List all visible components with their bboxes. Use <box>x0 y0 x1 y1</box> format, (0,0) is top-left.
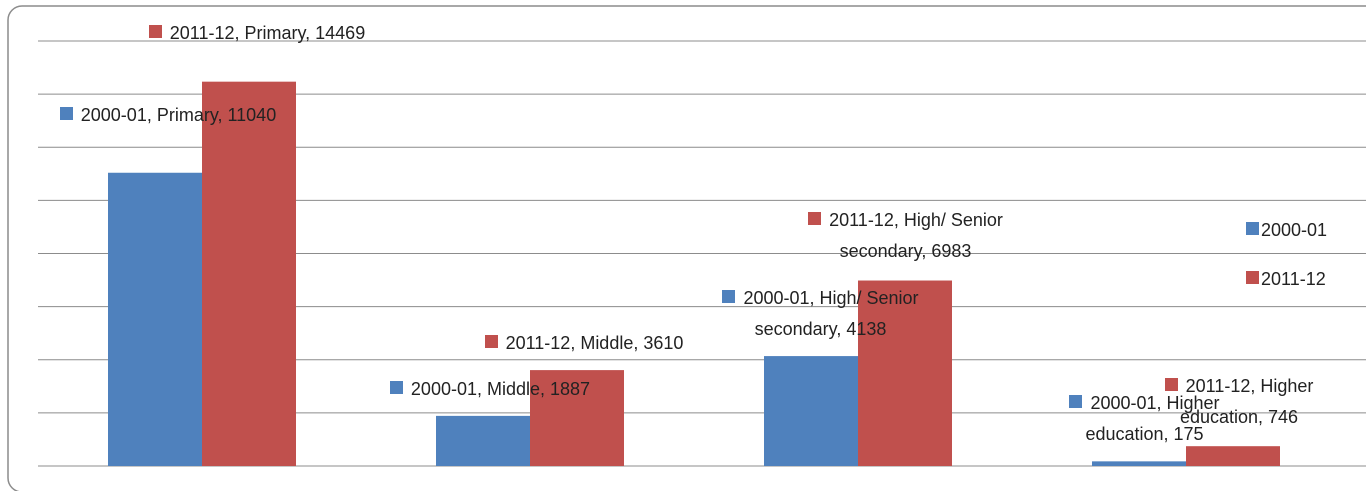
data-label: 2000-01, High/ Senior secondary, 4138 <box>683 283 958 345</box>
data-label-text: 2000-01, High/ Senior secondary, 4138 <box>743 288 919 339</box>
data-label-text: 2011-12, Primary, 14469 <box>169 23 366 43</box>
bar <box>1186 446 1280 466</box>
bar <box>764 356 858 466</box>
data-label-text: 2011-12, Middle, 3610 <box>505 333 684 353</box>
bar <box>108 172 202 466</box>
chart-border <box>7 5 1366 491</box>
data-label: 2000-01, Middle, 1887 <box>350 374 630 405</box>
data-label: 2000-01, Primary, 11040 <box>48 100 288 131</box>
label-marker <box>722 290 736 303</box>
data-label: 2000-01, Higher education, 175 <box>1042 388 1247 450</box>
data-label-text: 2011-12, Higher education, 746 <box>1179 376 1314 427</box>
legend-label: 2000-01 <box>1261 220 1328 240</box>
legend-marker <box>1246 222 1259 235</box>
data-label-text: 2000-01, Primary, 11040 <box>80 105 277 125</box>
bar <box>530 370 624 466</box>
data-label: 2011-12, Higher education, 746 <box>1136 371 1342 433</box>
data-label-text: 2011-12, High/ Senior secondary, 6983 <box>829 210 1003 261</box>
label-marker <box>808 212 822 225</box>
data-label: 2011-12, Primary, 14469 <box>142 18 372 49</box>
legend-label: 2011-12 <box>1261 269 1326 289</box>
label-marker <box>484 335 498 348</box>
label-marker <box>148 25 162 38</box>
label-marker <box>1164 378 1178 391</box>
label-marker <box>1069 395 1083 408</box>
data-label: 2011-12, Middle, 3610 <box>444 328 724 359</box>
data-label-text: 2000-01, Higher education, 175 <box>1085 393 1220 444</box>
legend-entry: 2011-12 <box>1246 269 1326 290</box>
bar <box>858 280 952 466</box>
data-label: 2011-12, High/ Senior secondary, 6983 <box>778 205 1033 267</box>
bar <box>1092 461 1186 466</box>
legend-marker <box>1246 271 1259 284</box>
label-marker <box>59 107 73 120</box>
data-label-text: 2000-01, Middle, 1887 <box>410 379 591 399</box>
legend-entry: 2000-01 <box>1246 220 1327 241</box>
label-marker <box>389 381 403 394</box>
bar <box>436 415 530 466</box>
bar <box>202 81 296 467</box>
